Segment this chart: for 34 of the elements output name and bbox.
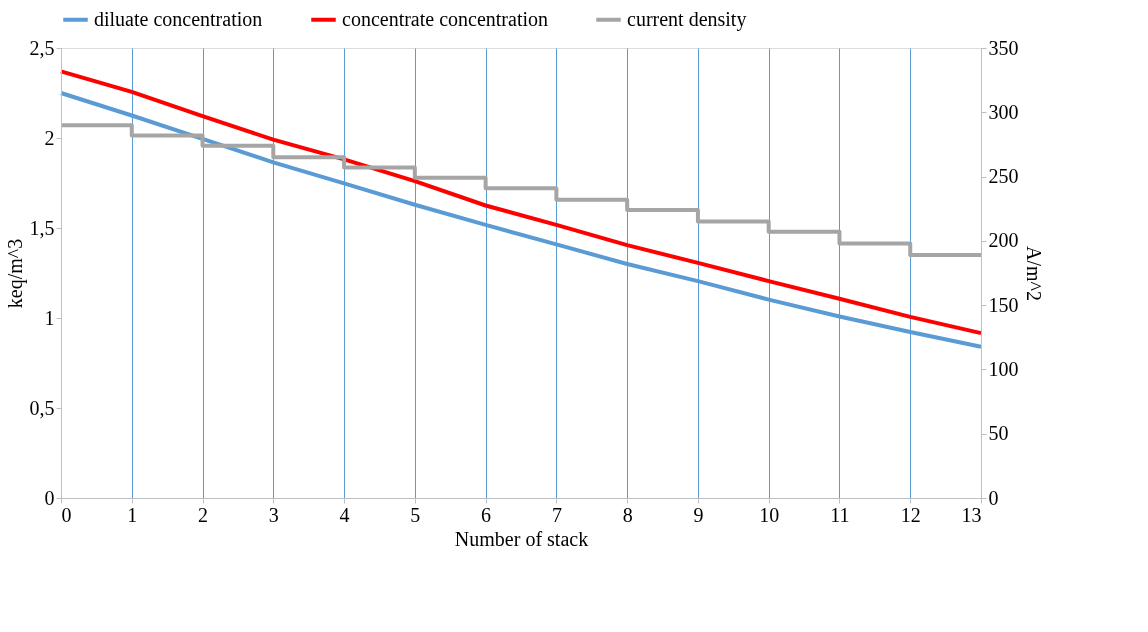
y2-tick-label: 100 [988, 357, 1019, 380]
y-tick-label: 2 [44, 126, 55, 149]
x-tick-label: 11 [830, 503, 850, 526]
x-tick-label: 12 [900, 503, 921, 526]
x-tick-label: 9 [693, 503, 704, 526]
legend-label: diluate concentration [94, 7, 263, 30]
x-tick-label: 7 [551, 503, 562, 526]
y-tick-label: 1 [44, 306, 55, 329]
y-tick-label: 2,5 [29, 36, 55, 59]
y-tick-label: 0 [44, 486, 55, 509]
x-tick-label: 2 [198, 503, 209, 526]
x-tick-label: 5 [410, 503, 421, 526]
y2-tick-label: 50 [988, 422, 1009, 445]
legend-label: concentrate concentration [342, 7, 548, 30]
x-tick-label: 10 [759, 503, 780, 526]
y2-tick-label: 0 [988, 486, 999, 509]
x-axis-title: Number of stack [454, 527, 589, 550]
y-tick-label: 1,5 [29, 216, 55, 239]
y2-tick-label: 300 [988, 100, 1019, 123]
x-tick-label: 0 [61, 503, 72, 526]
y2-tick-label: 350 [988, 36, 1019, 59]
y-tick-label: 0,5 [29, 396, 55, 419]
x-tick-label: 13 [961, 503, 982, 526]
x-tick-label: 1 [127, 503, 138, 526]
legend-label: current density [627, 7, 747, 31]
y-axis-title: keq/m^3 [3, 238, 27, 309]
x-tick-label: 4 [339, 503, 350, 526]
x-tick-label: 3 [268, 503, 279, 526]
y2-tick-label: 150 [988, 293, 1019, 316]
y2-tick-label: 250 [988, 165, 1019, 188]
y2-tick-label: 200 [988, 229, 1019, 252]
y2-axis-title: A/m^2 [1022, 246, 1045, 301]
x-tick-label: 8 [622, 503, 633, 526]
x-tick-label: 6 [481, 503, 492, 526]
